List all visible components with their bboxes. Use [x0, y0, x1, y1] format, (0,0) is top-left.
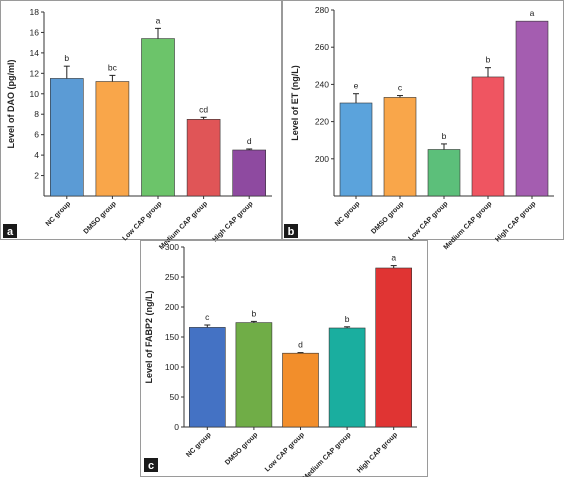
y-tick-label: 16 — [30, 27, 40, 37]
bar — [282, 352, 319, 428]
bar — [235, 322, 273, 428]
category-label: DMSO group — [224, 431, 259, 466]
y-tick-label: 200 — [165, 302, 179, 312]
panel-tag-box — [284, 224, 298, 238]
y-tick-label: 100 — [165, 362, 179, 372]
category-label: NC group — [45, 200, 72, 227]
bar — [339, 102, 373, 197]
y-tick-label: 260 — [315, 42, 329, 52]
category-label: DMSO group — [370, 200, 405, 235]
significance-letter: b — [64, 53, 69, 63]
bar — [515, 20, 549, 197]
panel-tag-label: a — [7, 226, 14, 238]
y-tick-label: 4 — [34, 150, 39, 160]
y-tick-label: 200 — [315, 154, 329, 164]
bar — [189, 327, 226, 428]
panel-tag-label: c — [148, 460, 154, 472]
y-axis-label: Level of ET (ng/L) — [290, 65, 300, 141]
significance-letter: a — [530, 8, 535, 18]
y-tick-label: 10 — [30, 89, 40, 99]
panel-tag-box — [144, 458, 158, 472]
category-label: NC group — [185, 431, 212, 458]
category-label: High CAP group — [212, 200, 255, 243]
chart-panel-c: 0 50 100 150 200 250 300 Level of FABP2 (ng/L) c… — [140, 240, 428, 477]
y-tick-label: 250 — [165, 272, 179, 282]
y-axis-label: Level of DAO (pg/ml) — [6, 59, 16, 148]
category-label: Medium CAP group — [443, 200, 494, 251]
category-label: High CAP group — [356, 431, 399, 474]
bar — [375, 267, 413, 428]
bar — [471, 76, 505, 197]
y-tick-label: 240 — [315, 79, 329, 89]
category-label: Low CAP group — [121, 200, 163, 242]
bar — [232, 149, 266, 197]
significance-letter: c — [398, 83, 403, 93]
category-label: Low CAP group — [264, 431, 306, 473]
significance-letter: b — [486, 55, 491, 65]
y-tick-label: 150 — [165, 332, 179, 342]
category-label: NC group — [334, 200, 361, 227]
y-tick-label: 280 — [315, 5, 329, 15]
panel-tag-box — [3, 224, 17, 238]
panel-tag-label: b — [288, 226, 295, 238]
significance-letter: a — [391, 253, 396, 263]
category-label: DMSO group — [83, 200, 118, 235]
significance-letter: b — [345, 314, 350, 324]
y-tick-label: 220 — [315, 117, 329, 127]
significance-letter: cd — [199, 104, 208, 114]
significance-letter: b — [252, 308, 257, 318]
y-axis-label: Level of FABP2 (ng/L) — [144, 290, 154, 383]
bar — [383, 97, 417, 197]
category-label: High CAP group — [494, 200, 537, 243]
bar — [95, 81, 130, 197]
significance-letter: e — [354, 81, 359, 91]
y-tick-label: 0 — [174, 422, 179, 432]
significance-letter: b — [442, 131, 447, 141]
y-tick-label: 12 — [30, 68, 40, 78]
category-label: Low CAP group — [407, 200, 449, 242]
y-tick-label: 14 — [30, 48, 40, 58]
y-tick-label: 8 — [34, 109, 39, 119]
y-tick-label: 18 — [30, 7, 40, 17]
significance-letter: bc — [108, 62, 118, 72]
significance-letter: d — [298, 340, 303, 350]
bar — [186, 119, 221, 197]
category-label: Medium CAP group — [302, 431, 353, 477]
y-tick-label: 2 — [34, 171, 39, 181]
significance-letter: a — [156, 15, 161, 25]
y-tick-label: 300 — [165, 242, 179, 252]
y-tick-label: 6 — [34, 130, 39, 140]
panel-border — [0, 0, 282, 240]
bar — [328, 327, 366, 428]
significance-letter: d — [247, 136, 252, 146]
y-tick-label: 50 — [170, 392, 180, 402]
chart-panel-a: 2 4 6 8 10 12 14 16 18 Level of DAO (pg/ml) b NC gr… — [0, 0, 282, 251]
chart-panel-b: 200 220 240 260 280 Level of ET (ng/L) e NC gro… — [282, 0, 564, 251]
bar — [427, 149, 461, 197]
significance-letter: c — [205, 312, 210, 322]
bar — [49, 78, 84, 197]
bar — [141, 38, 175, 197]
